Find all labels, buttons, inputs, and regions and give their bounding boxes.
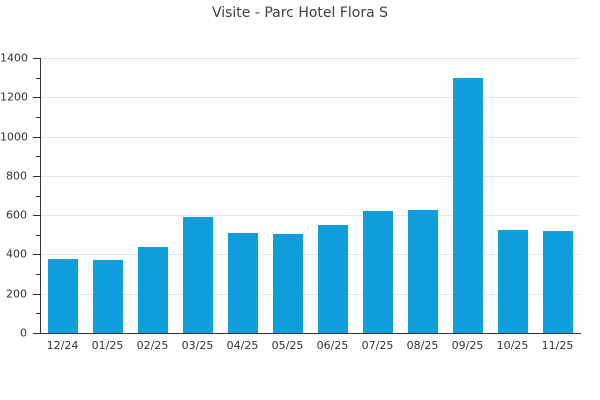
- y-gridline: [40, 58, 580, 59]
- y-minor-tick: [36, 313, 40, 315]
- y-minor-tick: [36, 116, 40, 118]
- y-tick-label: 400: [6, 247, 27, 261]
- x-tick-label: 06/25: [316, 339, 349, 352]
- y-major-tick: [33, 136, 40, 138]
- bar: [137, 246, 168, 333]
- x-axis-line: [40, 333, 581, 334]
- bar: [407, 210, 438, 333]
- bar: [317, 224, 348, 333]
- chart-title: Visite - Parc Hotel Flora S: [211, 5, 389, 21]
- x-tick-label: 10/25: [496, 339, 529, 352]
- y-minor-tick: [36, 156, 40, 158]
- bar: [92, 260, 123, 333]
- bar: [272, 233, 303, 333]
- y-tick-label: 800: [6, 169, 27, 183]
- y-axis-line: [40, 58, 41, 333]
- bar: [497, 229, 528, 333]
- x-tick-label: 04/25: [226, 339, 259, 352]
- x-tick-label: 03/25: [181, 339, 214, 352]
- y-gridline: [40, 136, 580, 138]
- x-tick-label: 12/24: [46, 339, 79, 352]
- y-major-tick: [33, 175, 40, 177]
- y-major-tick: [33, 254, 40, 256]
- bar: [542, 230, 573, 333]
- bar: [47, 259, 78, 333]
- y-gridline: [40, 254, 580, 256]
- y-minor-tick: [36, 195, 40, 197]
- y-gridline: [40, 97, 580, 99]
- y-major-tick: [33, 215, 40, 217]
- y-tick-label: 1200: [0, 90, 28, 104]
- y-gridline: [40, 293, 580, 295]
- y-tick-label: 600: [6, 208, 27, 222]
- y-tick-label: 0: [20, 326, 27, 340]
- bar: [227, 232, 258, 333]
- y-gridline: [40, 215, 580, 217]
- y-major-tick: [33, 58, 40, 59]
- bar: [182, 217, 213, 333]
- x-tick-label: 07/25: [361, 339, 394, 352]
- x-tick-label: 01/25: [91, 339, 124, 352]
- y-tick-label: 1000: [0, 130, 28, 144]
- x-tick-label: 02/25: [136, 339, 169, 352]
- y-minor-tick: [36, 77, 40, 79]
- y-major-tick: [33, 293, 40, 295]
- y-major-tick: [33, 333, 40, 334]
- y-gridline: [40, 175, 580, 177]
- y-tick-label: 1400: [0, 51, 28, 65]
- y-minor-tick: [36, 274, 40, 276]
- y-major-tick: [33, 97, 40, 99]
- bar: [362, 211, 393, 333]
- x-tick-label: 08/25: [406, 339, 439, 352]
- x-tick-label: 05/25: [271, 339, 304, 352]
- y-tick-label: 200: [6, 287, 27, 301]
- x-tick-label: 09/25: [451, 339, 484, 352]
- x-tick-label: 11/25: [541, 339, 574, 352]
- bar: [452, 77, 483, 333]
- y-minor-tick: [36, 234, 40, 236]
